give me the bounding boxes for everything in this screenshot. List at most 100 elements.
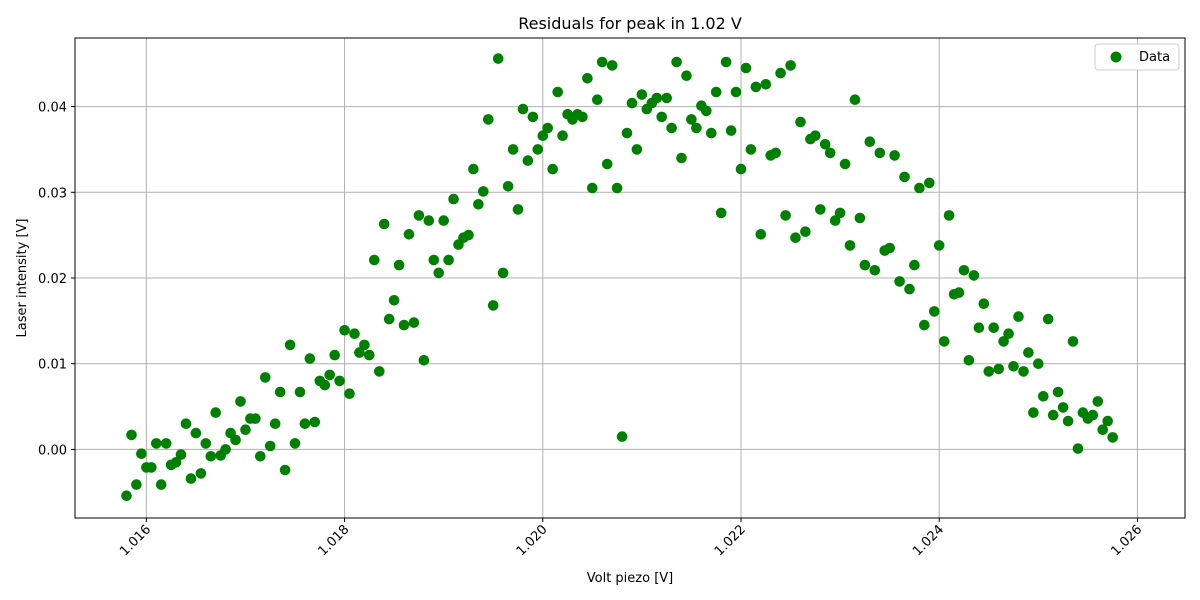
y-axis-ticks: 0.00 0.01 0.02 0.03 0.04 — [38, 101, 75, 458]
data-points — [121, 53, 1118, 502]
data-point — [998, 336, 1009, 347]
data-point — [795, 116, 806, 128]
data-point — [517, 103, 529, 115]
data-point — [334, 375, 345, 387]
data-point — [131, 479, 142, 490]
data-point — [473, 199, 484, 210]
data-point — [269, 418, 281, 430]
data-point — [195, 468, 207, 479]
data-point — [631, 144, 643, 155]
data-point — [136, 448, 147, 460]
data-point — [720, 56, 732, 68]
data-point — [621, 127, 633, 139]
data-point — [725, 125, 737, 136]
data-point — [339, 325, 350, 336]
data-point — [800, 226, 811, 237]
data-point — [1057, 402, 1069, 413]
data-point — [1028, 407, 1039, 418]
data-point — [487, 300, 499, 311]
data-point — [492, 53, 504, 64]
data-point — [874, 147, 886, 159]
data-point — [993, 363, 1004, 375]
data-point — [839, 158, 851, 170]
data-point — [849, 94, 861, 105]
data-point — [735, 163, 747, 175]
data-point — [919, 319, 930, 331]
data-point — [864, 136, 876, 147]
data-point — [160, 438, 172, 449]
data-point — [349, 328, 360, 340]
data-point — [834, 207, 846, 219]
data-point — [344, 388, 355, 400]
data-point — [448, 193, 459, 205]
data-point — [359, 339, 370, 351]
data-point — [626, 97, 638, 109]
data-point — [185, 473, 197, 484]
data-point — [656, 111, 667, 123]
data-point — [483, 114, 494, 125]
data-point — [611, 182, 623, 194]
data-point — [418, 355, 430, 366]
data-point — [869, 265, 881, 276]
data-point — [1097, 424, 1108, 436]
data-point — [235, 396, 246, 407]
data-point — [666, 122, 677, 134]
data-point — [146, 462, 157, 473]
data-point — [383, 313, 395, 325]
data-point — [810, 130, 821, 141]
data-point — [468, 163, 479, 175]
data-point — [537, 130, 549, 141]
data-point — [324, 369, 336, 381]
data-point — [1107, 432, 1118, 443]
y-tick-label: 0.04 — [38, 101, 67, 116]
data-point — [1033, 358, 1044, 370]
data-point — [983, 366, 995, 377]
data-point — [859, 259, 871, 271]
data-point — [1038, 391, 1049, 402]
data-point — [929, 306, 940, 317]
data-point — [596, 56, 608, 68]
data-point — [522, 155, 534, 166]
data-point — [374, 366, 385, 377]
data-point — [151, 438, 162, 449]
data-point — [354, 347, 365, 358]
data-point — [844, 240, 856, 251]
x-axis-label: Volt piezo [V] — [587, 571, 674, 586]
data-point — [264, 440, 276, 452]
data-point — [943, 210, 955, 221]
data-point — [829, 215, 841, 226]
data-point — [398, 319, 410, 331]
data-point — [651, 92, 663, 104]
data-point — [904, 283, 915, 295]
data-point — [706, 127, 717, 139]
data-point — [824, 147, 836, 159]
data-point — [938, 336, 950, 347]
data-point — [1102, 415, 1113, 427]
data-point — [299, 418, 311, 430]
data-point — [423, 215, 435, 226]
data-point — [175, 449, 187, 460]
data-point — [909, 259, 920, 271]
data-point — [1092, 396, 1104, 407]
data-point — [552, 86, 563, 98]
data-point — [582, 73, 593, 84]
data-point — [1067, 336, 1079, 347]
data-point — [770, 147, 781, 159]
data-point — [1023, 347, 1034, 358]
data-point — [953, 287, 965, 298]
data-point — [497, 267, 509, 279]
data-point — [894, 276, 905, 287]
y-tick-label: 0.03 — [38, 186, 67, 201]
data-point — [601, 158, 613, 170]
y-tick-label: 0.00 — [38, 443, 67, 458]
data-point — [180, 418, 192, 430]
data-point — [532, 144, 544, 155]
data-point — [289, 438, 301, 449]
data-point — [1013, 311, 1024, 322]
data-point — [884, 242, 895, 254]
data-point — [973, 322, 985, 334]
data-point — [408, 317, 420, 328]
data-point — [914, 182, 925, 194]
